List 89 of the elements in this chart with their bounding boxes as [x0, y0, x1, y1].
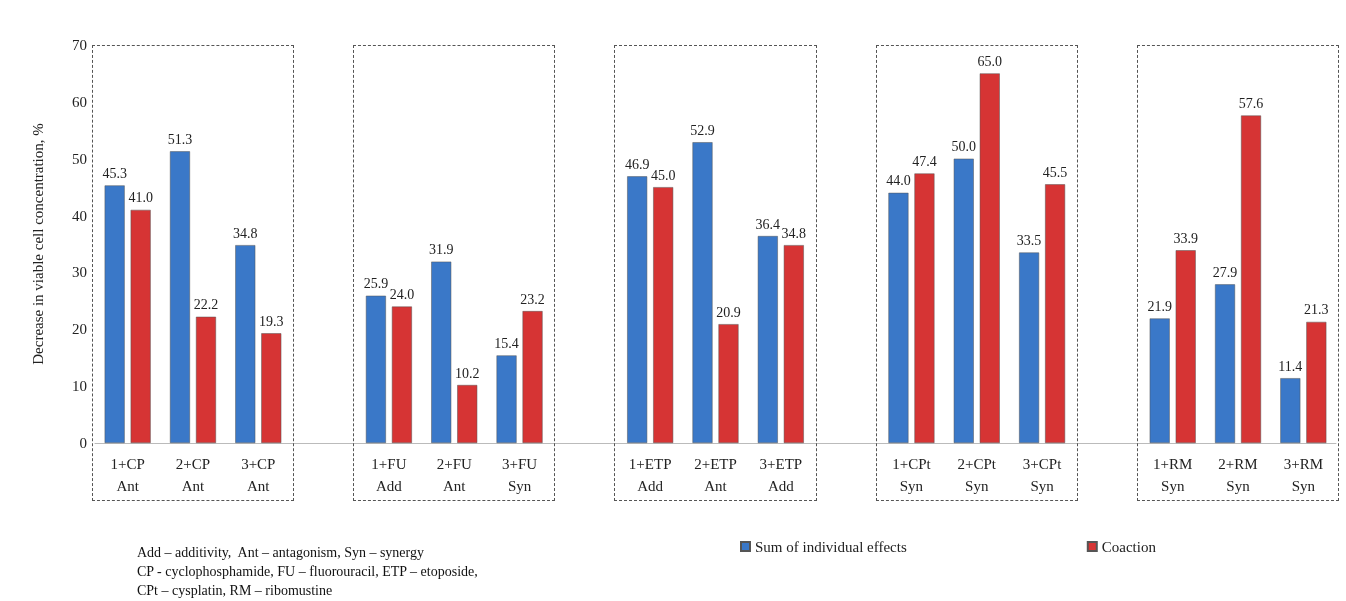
y-tick-label: 0: [79, 435, 87, 451]
y-tick-label: 60: [72, 93, 87, 110]
data-label: 34.8: [233, 225, 258, 241]
bar: [1306, 321, 1327, 443]
y-tick-label: 30: [72, 264, 87, 281]
bar: [235, 245, 256, 443]
x-tick-label: 3+RM Syn: [1283, 456, 1323, 494]
bar: [1045, 184, 1066, 443]
bar: [692, 142, 713, 443]
x-tick-label: 1+RM Syn: [1153, 456, 1193, 494]
x-tick-label: 1+FU Add: [371, 456, 407, 494]
bar: [953, 158, 974, 443]
y-axis-title: Decrease in viable cell concentration, %: [29, 123, 46, 365]
data-label: 33.5: [1016, 233, 1042, 249]
legend-label: Sum of individual effects: [755, 538, 907, 555]
x-tick-label: 2+CP Ant: [175, 456, 211, 494]
data-label: 24.0: [389, 287, 415, 303]
data-label: 47.4: [912, 154, 937, 169]
data-label: 45.5: [1042, 164, 1068, 180]
bar: [1019, 252, 1040, 443]
data-label: 41.0: [128, 190, 153, 206]
y-tick-label: 10: [72, 378, 87, 395]
bar: [1280, 378, 1301, 443]
data-label: 31.9: [428, 242, 454, 258]
bar: [1215, 284, 1236, 443]
data-label: 23.2: [520, 291, 545, 307]
x-tick-label: 3+CPt Syn: [1022, 456, 1063, 494]
bar: [888, 192, 909, 443]
x-tick-label: 2+RM Syn: [1218, 456, 1258, 494]
bar: [195, 316, 216, 443]
bar: [1149, 318, 1170, 443]
bar: [169, 151, 190, 443]
bar: [457, 385, 478, 443]
bar: [130, 209, 151, 443]
data-label: 33.9: [1173, 230, 1198, 246]
bar: [653, 187, 674, 443]
y-tick-label: 50: [72, 150, 87, 167]
x-tick-label: 3+ETP Add: [759, 456, 803, 494]
bar: [914, 173, 935, 443]
legend-label: Coaction: [1101, 538, 1157, 555]
data-label: 11.4: [1278, 358, 1303, 374]
data-label: 57.6: [1238, 96, 1264, 111]
data-label: 21.9: [1147, 298, 1172, 314]
x-tick-label: 2+ETP Ant: [694, 456, 737, 494]
x-tick-label: 1+ETP Add: [628, 456, 672, 494]
y-tick-label: 20: [72, 321, 87, 338]
data-label: 19.3: [259, 313, 284, 329]
bar: [757, 236, 778, 443]
y-tick-label: 70: [72, 37, 87, 53]
bar: [1175, 250, 1196, 443]
bar: [365, 295, 386, 443]
x-tick-label: 2+FU Ant: [436, 456, 472, 494]
bar: [979, 73, 1000, 443]
x-tick-label: 3+CP Ant: [241, 456, 276, 494]
bar: [1241, 115, 1262, 443]
bar: [104, 185, 125, 443]
data-label: 21.3: [1304, 302, 1329, 318]
x-tick-label: 1+CPt Syn: [892, 456, 932, 494]
data-label: 65.0: [977, 53, 1003, 69]
bar: [261, 333, 282, 443]
x-tick-label: 1+CP Ant: [110, 456, 145, 494]
text: CPt – cysplatin, RM – ribomustine: [137, 582, 333, 598]
text: CP - cyclophosphamide, FU – fluorouracil, ETP – etoposide,: [137, 563, 478, 579]
data-label: 34.8: [781, 225, 807, 241]
data-label: 36.4: [755, 216, 781, 232]
bar: [627, 176, 648, 443]
x-tick-label: 2+CPt Syn: [957, 456, 997, 494]
data-label: 44.0: [886, 173, 911, 189]
bar: [783, 245, 804, 443]
bar: [522, 311, 543, 443]
bar: [718, 324, 739, 443]
data-label: 22.2: [193, 297, 219, 313]
data-label: 45.0: [650, 167, 676, 183]
data-label: 10.2: [454, 365, 480, 381]
y-tick-label: 40: [72, 207, 87, 224]
data-label: 51.3: [167, 131, 193, 147]
data-label: 20.9: [716, 304, 741, 320]
data-label: 46.9: [624, 156, 650, 172]
data-label: 50.0: [951, 139, 977, 155]
bar: [496, 355, 517, 443]
data-label: 15.4: [494, 335, 519, 351]
bar: [431, 261, 452, 443]
data-label: 25.9: [363, 276, 389, 292]
data-label: 52.9: [690, 122, 715, 138]
data-label: 45.3: [102, 165, 127, 181]
text: Add – additivity, Ant – antagonism, Syn – synergy: [137, 544, 424, 560]
data-label: 27.9: [1212, 264, 1238, 280]
x-tick-label: 3+FU Syn: [501, 456, 538, 494]
bar: [391, 306, 412, 443]
